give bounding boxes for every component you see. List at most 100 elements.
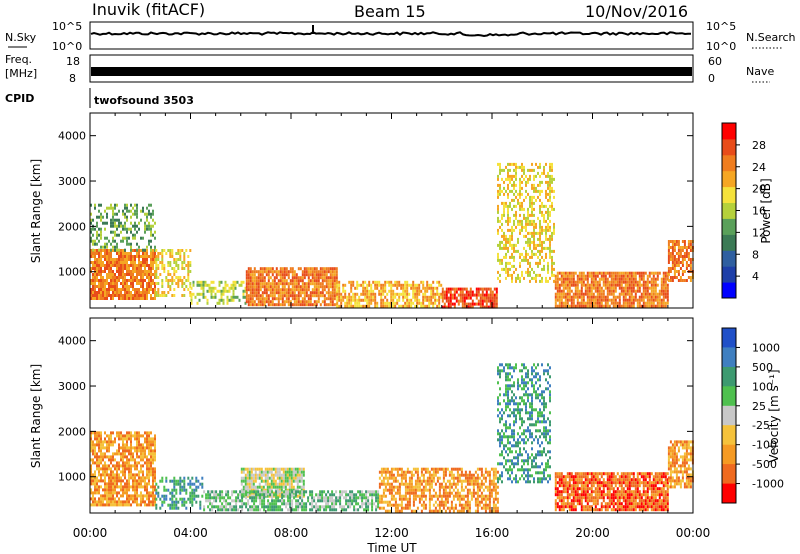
power-cell xyxy=(352,298,355,302)
power-cell xyxy=(600,289,603,293)
power-cell xyxy=(159,294,162,297)
power-cell xyxy=(469,305,472,309)
power-cell xyxy=(453,302,456,306)
velocity-cell xyxy=(112,494,114,498)
power-cell xyxy=(346,295,349,299)
power-cell xyxy=(336,304,339,308)
power-cell xyxy=(333,276,336,280)
velocity-cell xyxy=(213,490,216,494)
power-cell xyxy=(255,297,258,301)
power-cell xyxy=(380,304,383,308)
power-cell xyxy=(362,283,365,287)
power-cell xyxy=(142,261,144,264)
power-cell xyxy=(267,282,270,286)
power-cell xyxy=(396,298,399,302)
velocity-cell xyxy=(150,443,152,447)
power-cell xyxy=(242,280,245,284)
power-cell xyxy=(610,280,613,284)
power-cell xyxy=(414,286,417,290)
power-cell xyxy=(384,280,387,284)
power-cell xyxy=(594,286,597,290)
power-cell xyxy=(539,279,541,283)
velocity-cell xyxy=(267,505,270,509)
velocity-cell xyxy=(152,488,154,492)
power-cell xyxy=(515,210,517,214)
velocity-cell xyxy=(108,503,110,507)
power-cell xyxy=(628,283,631,287)
velocity-cell xyxy=(138,434,140,438)
power-cell xyxy=(148,212,150,216)
power-cell xyxy=(112,215,114,219)
power-cell xyxy=(200,283,203,287)
velocity-cell xyxy=(205,499,208,503)
power-cell xyxy=(293,279,296,283)
power-cell xyxy=(98,258,100,261)
power-cell xyxy=(348,304,351,308)
velocity-cell xyxy=(282,476,285,480)
power-cell xyxy=(677,252,680,255)
power-cell xyxy=(157,291,160,294)
power-cell xyxy=(102,294,104,297)
power-cell xyxy=(667,255,670,258)
power-cell xyxy=(249,291,252,295)
power-cell xyxy=(327,285,330,289)
power-cell xyxy=(155,261,158,264)
velocity-cell xyxy=(246,470,249,474)
velocity-cell xyxy=(412,473,415,477)
power-cell xyxy=(140,218,142,222)
power-cell xyxy=(150,212,152,216)
power-cell xyxy=(402,292,405,296)
velocity-cell xyxy=(110,497,112,501)
velocity-cell xyxy=(179,482,182,486)
power-cell xyxy=(134,276,136,279)
velocity-cell xyxy=(106,491,108,495)
velocity-cell xyxy=(325,499,328,503)
velocity-cell xyxy=(124,464,126,468)
velocity-cell xyxy=(211,505,214,509)
power-cell xyxy=(368,283,371,287)
power-cell xyxy=(279,291,282,295)
velocity-cell xyxy=(100,500,102,504)
power-cell xyxy=(602,304,605,308)
velocity-cell xyxy=(152,500,154,504)
velocity-cell xyxy=(325,508,328,512)
power-cell xyxy=(370,286,373,290)
power-cell xyxy=(416,298,419,302)
power-cell xyxy=(138,227,140,231)
velocity-cell xyxy=(311,508,314,512)
velocity-cell xyxy=(136,479,138,483)
power-cell xyxy=(481,305,484,309)
power-cell xyxy=(535,261,537,265)
velocity-cell xyxy=(363,508,366,512)
power-cell xyxy=(539,204,541,208)
velocity-cell xyxy=(114,452,116,456)
power-cell xyxy=(122,267,124,270)
power-cell xyxy=(553,267,555,271)
power-cell xyxy=(598,280,601,284)
power-cell xyxy=(525,189,527,193)
power-cell xyxy=(220,280,223,284)
velocity-cell xyxy=(345,502,348,506)
power-cell xyxy=(626,271,629,275)
power-cell xyxy=(646,292,649,296)
power-cell xyxy=(159,252,162,255)
velocity-cell xyxy=(406,506,409,510)
power-cell xyxy=(509,162,511,166)
velocity-cell xyxy=(144,431,146,435)
power-cell xyxy=(313,294,316,298)
power-cell xyxy=(247,294,250,298)
power-cell xyxy=(96,270,98,273)
power-cell xyxy=(541,246,543,250)
power-cell xyxy=(509,273,511,277)
velocity-cell xyxy=(148,482,150,486)
power-cell xyxy=(640,271,643,275)
power-cell xyxy=(323,273,326,277)
velocity-cell xyxy=(148,473,150,477)
power-cell xyxy=(350,289,353,293)
power-cell xyxy=(404,304,407,308)
velocity-cell xyxy=(380,467,383,471)
power-cell xyxy=(507,207,509,211)
velocity-cell xyxy=(283,502,286,506)
power-cell xyxy=(329,297,332,301)
power-cell xyxy=(533,183,535,187)
